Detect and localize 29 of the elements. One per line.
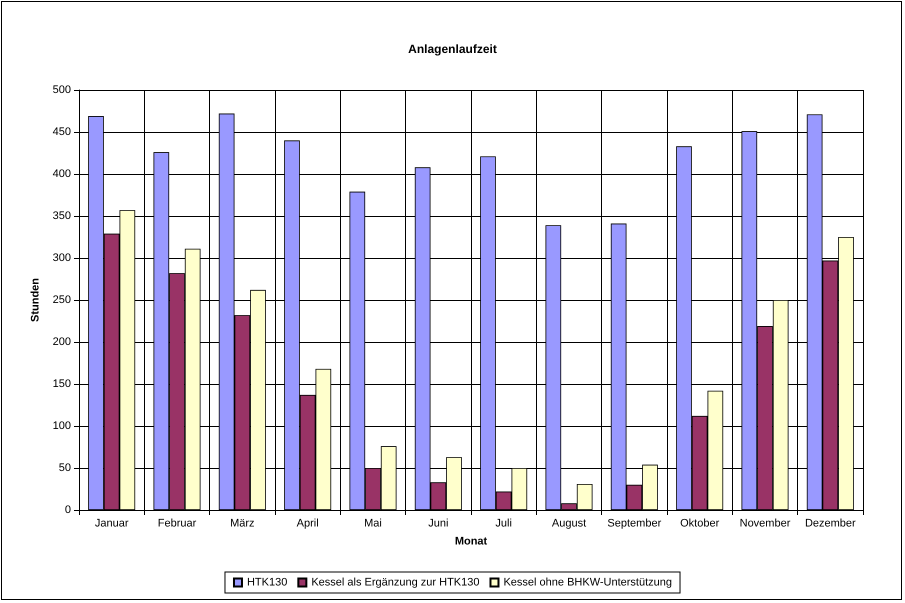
y-axis-title: Stunden <box>30 278 42 322</box>
x-tick-label: Juni <box>428 518 448 530</box>
y-tick-label: 0 <box>64 504 71 516</box>
y-tick-label: 300 <box>52 252 71 264</box>
y-tick-label: 500 <box>52 84 71 96</box>
y-tick-label: 100 <box>52 420 71 432</box>
x-tick-label: Dezember <box>804 518 856 530</box>
x-tick-label: August <box>552 518 586 530</box>
x-tick-label: Februar <box>158 518 197 530</box>
y-tick-label: 350 <box>52 210 71 222</box>
y-tick-label: 200 <box>52 336 71 348</box>
x-tick-label: November <box>740 518 791 530</box>
x-tick-label: September <box>607 518 662 530</box>
chart-title: Anlagenlaufzeit <box>408 42 497 56</box>
y-tick-label: 50 <box>58 462 71 474</box>
y-tick-label: 450 <box>52 126 71 138</box>
legend-label: Kessel als Ergänzung zur HTK130 <box>311 576 480 588</box>
x-tick-label: Oktober <box>680 518 720 530</box>
x-axis-title: Monat <box>454 536 488 548</box>
legend-label: Kessel ohne BHKW-Unterstützung <box>503 576 672 588</box>
y-tick-label: 400 <box>52 168 71 180</box>
x-tick-label: Juli <box>495 518 512 530</box>
x-tick-label: Mai <box>364 518 382 530</box>
x-tick-label: Januar <box>94 518 129 530</box>
x-tick-label: April <box>296 518 319 530</box>
y-tick-label: 250 <box>52 294 71 306</box>
y-tick-label: 150 <box>52 378 71 390</box>
x-tick-label: März <box>230 518 255 530</box>
legend-label: HTK130 <box>246 576 288 588</box>
